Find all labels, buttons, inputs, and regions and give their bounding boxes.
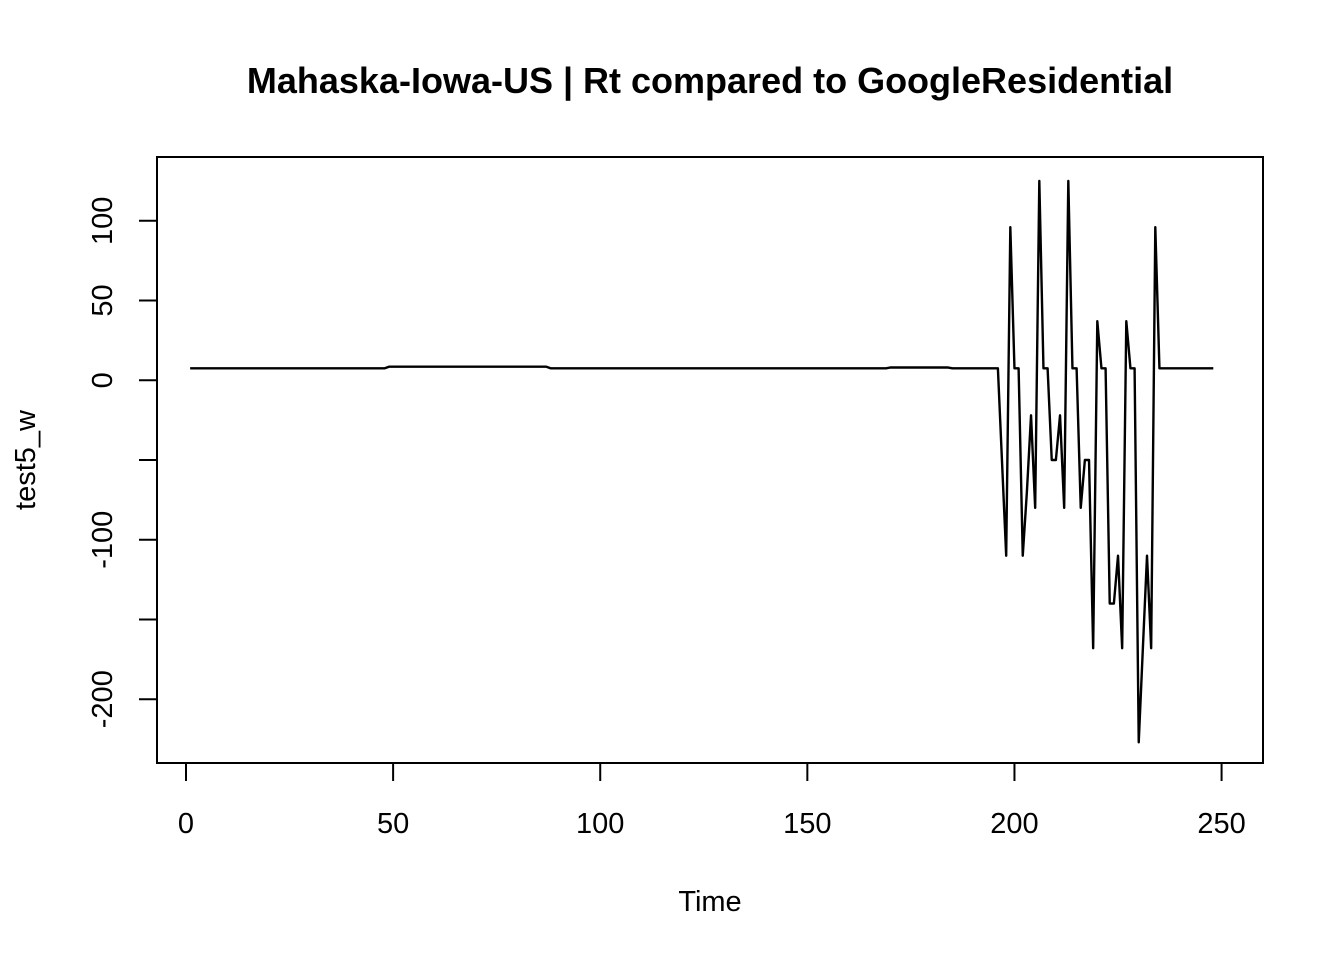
y-tick-label: -100	[87, 511, 119, 569]
plot-area-frame	[157, 157, 1263, 763]
y-tick-label: 100	[87, 197, 119, 245]
x-tick-label: 250	[1197, 808, 1245, 840]
y-tick-label: 0	[87, 372, 119, 388]
series-line	[190, 181, 1213, 742]
x-tick-label: 200	[990, 808, 1038, 840]
chart-title: Mahaska-Iowa-US | Rt compared to GoogleR…	[247, 60, 1173, 102]
y-tick-label: -200	[87, 670, 119, 728]
x-axis-label: Time	[678, 886, 741, 918]
series-layer	[190, 181, 1213, 742]
x-tick-label: 150	[783, 808, 831, 840]
y-axis-label: test5_w	[10, 409, 42, 510]
x-tick-label: 0	[178, 808, 194, 840]
y-tick-label: 50	[87, 284, 119, 316]
y-axis: -200 -100 0 50 100	[87, 197, 157, 729]
x-tick-label: 100	[576, 808, 624, 840]
x-tick-label: 50	[377, 808, 409, 840]
x-axis: 0 50 100 150 200 250	[178, 763, 1246, 840]
